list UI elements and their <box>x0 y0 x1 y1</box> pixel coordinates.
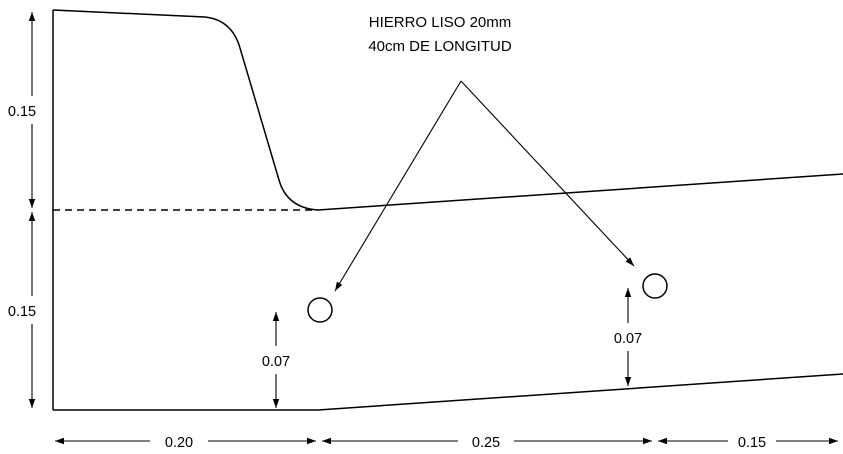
slab-bottom-surface-right <box>317 373 843 411</box>
dim-left-upper-label: 0.15 <box>8 104 36 120</box>
dim-cover-right-label: 0.07 <box>614 331 642 347</box>
note-line-2: 40cm DE LONGITUD <box>368 38 512 55</box>
dim-bottom-2-label: 0.25 <box>472 435 500 451</box>
slab-profile-outline <box>52 9 319 211</box>
dowel-bar-right <box>642 273 668 299</box>
dim-left-lower-label: 0.15 <box>8 304 36 320</box>
slab-top-surface-right <box>317 173 843 211</box>
leader-line-right <box>460 80 635 267</box>
dowel-bar-left <box>307 297 333 323</box>
leader-line-left <box>334 80 462 292</box>
dim-bottom-3-label: 0.15 <box>738 435 766 451</box>
note-line-1: HIERRO LISO 20mm <box>369 14 512 31</box>
dim-cover-left-label: 0.07 <box>262 354 290 370</box>
dim-bottom-1-label: 0.20 <box>165 435 193 451</box>
